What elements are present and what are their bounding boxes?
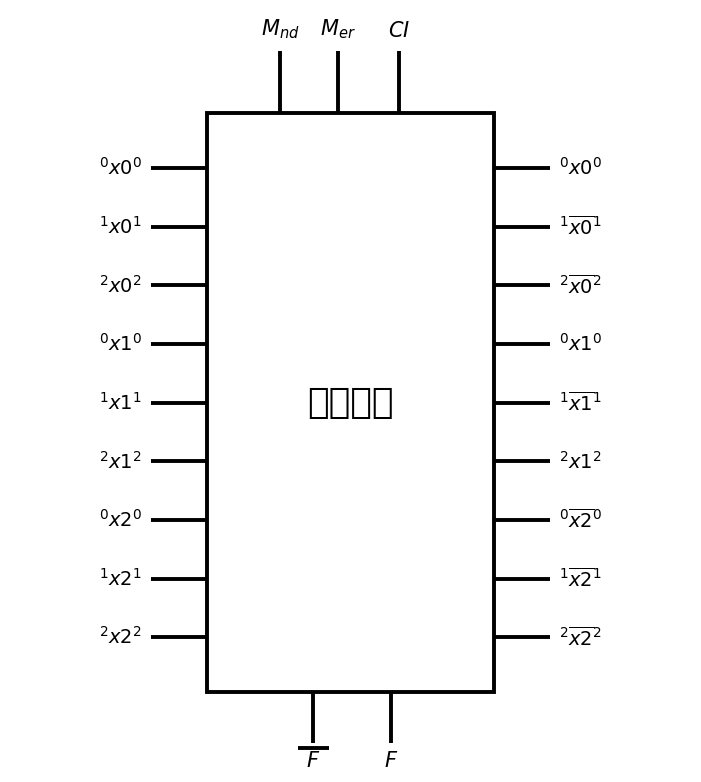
Text: $^{2}\mathit{x}\mathit{1}^{2}$: $^{2}\mathit{x}\mathit{1}^{2}$ — [559, 450, 601, 472]
Text: $^{2}\overline{\mathit{x}\mathit{2}}^{2}$: $^{2}\overline{\mathit{x}\mathit{2}}^{2}… — [559, 626, 601, 649]
Text: $M_{nd}$: $M_{nd}$ — [261, 18, 299, 41]
Text: $M_{er}$: $M_{er}$ — [320, 18, 355, 41]
Text: $F$: $F$ — [383, 751, 398, 771]
Text: $^{2}\overline{\mathit{x}\mathit{0}}^{2}$: $^{2}\overline{\mathit{x}\mathit{0}}^{2}… — [559, 274, 601, 297]
Text: $CI$: $CI$ — [388, 21, 411, 41]
Text: $^{2}\mathit{x}\mathit{0}^{2}$: $^{2}\mathit{x}\mathit{0}^{2}$ — [100, 274, 142, 296]
Text: $^{0}\mathit{x}\mathit{2}^{0}$: $^{0}\mathit{x}\mathit{2}^{0}$ — [99, 509, 142, 531]
Text: $^{0}\mathit{x}\mathit{1}^{0}$: $^{0}\mathit{x}\mathit{1}^{0}$ — [559, 333, 602, 355]
Text: $^{2}\mathit{x}\mathit{2}^{2}$: $^{2}\mathit{x}\mathit{2}^{2}$ — [100, 626, 142, 648]
Text: $^{1}\overline{\mathit{x}\mathit{2}}^{1}$: $^{1}\overline{\mathit{x}\mathit{2}}^{1}… — [559, 567, 601, 590]
Text: $^{0}\mathit{x}\mathit{0}^{0}$: $^{0}\mathit{x}\mathit{0}^{0}$ — [99, 157, 142, 179]
Text: $^{0}\mathit{x}\mathit{0}^{0}$: $^{0}\mathit{x}\mathit{0}^{0}$ — [559, 157, 602, 179]
Text: $^{1}\mathit{x}\mathit{1}^{1}$: $^{1}\mathit{x}\mathit{1}^{1}$ — [100, 392, 142, 414]
Text: $^{2}\mathit{x}\mathit{1}^{2}$: $^{2}\mathit{x}\mathit{1}^{2}$ — [100, 450, 142, 472]
Text: 门控电路: 门控电路 — [307, 386, 394, 420]
Text: $F$: $F$ — [306, 751, 320, 771]
Text: $^{1}\overline{\mathit{x}\mathit{0}}^{1}$: $^{1}\overline{\mathit{x}\mathit{0}}^{1}… — [559, 215, 601, 239]
Text: $^{0}\overline{\mathit{x}\mathit{2}}^{0}$: $^{0}\overline{\mathit{x}\mathit{2}}^{0}… — [559, 508, 602, 532]
Text: $^{1}\overline{\mathit{x}\mathit{1}}^{1}$: $^{1}\overline{\mathit{x}\mathit{1}}^{1}… — [559, 391, 601, 414]
Bar — [207, 113, 494, 692]
Text: $^{1}\mathit{x}\mathit{0}^{1}$: $^{1}\mathit{x}\mathit{0}^{1}$ — [100, 216, 142, 238]
Text: $^{1}\mathit{x}\mathit{2}^{1}$: $^{1}\mathit{x}\mathit{2}^{1}$ — [100, 568, 142, 590]
Text: $^{0}\mathit{x}\mathit{1}^{0}$: $^{0}\mathit{x}\mathit{1}^{0}$ — [99, 333, 142, 355]
